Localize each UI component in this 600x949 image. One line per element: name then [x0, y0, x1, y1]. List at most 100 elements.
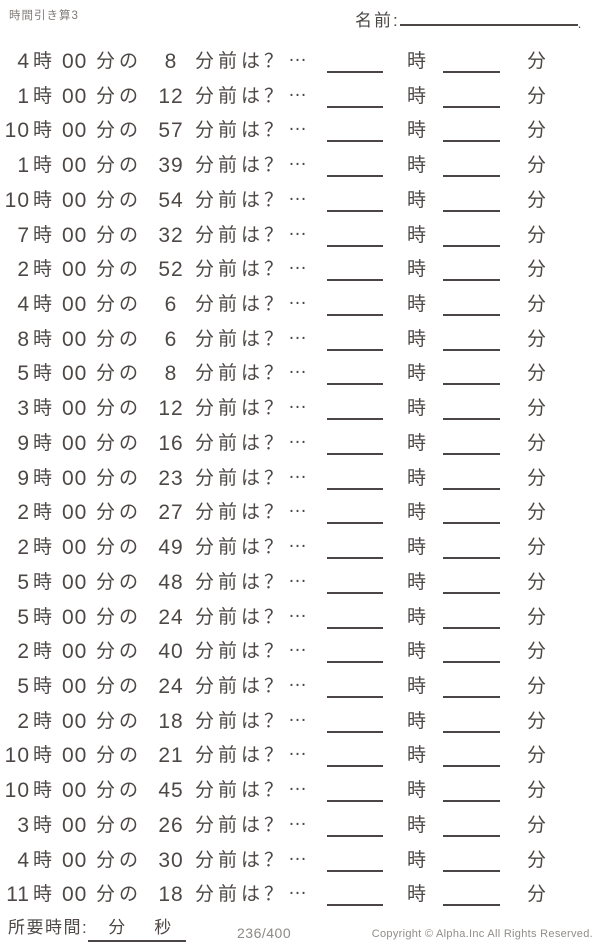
answer-minute-unit-label: 分 — [527, 85, 547, 107]
answer-hour-blank[interactable] — [327, 848, 383, 872]
answer-minute-blank[interactable] — [443, 813, 500, 837]
answer-minute-blank[interactable] — [443, 605, 500, 629]
zero-minutes-value: 00 — [62, 154, 88, 178]
answer-hour-blank[interactable] — [327, 778, 383, 803]
answer-hour-blank[interactable] — [327, 674, 383, 698]
minutes-before-value: 12 — [158, 397, 184, 421]
answer-minute-blank[interactable] — [443, 709, 500, 733]
answer-hour-blank[interactable] — [327, 223, 383, 247]
answer-hour-blank[interactable] — [327, 292, 383, 317]
answer-minute-blank[interactable] — [443, 118, 500, 143]
answer-minute-unit-label: 分 — [527, 884, 547, 906]
answer-hour-blank[interactable] — [327, 709, 383, 733]
answer-minute-blank[interactable] — [443, 778, 500, 803]
copyright-notice: Copyright © Alpha.Inc All Rights Reserve… — [371, 928, 593, 940]
answer-minute-blank[interactable] — [443, 153, 500, 178]
hour-value: 3 — [17, 397, 30, 421]
hour-value: 4 — [17, 848, 30, 872]
answer-hour-unit-label: 時 — [407, 814, 427, 836]
problem-row: 1 時 00 分の 12 分前は？ … 時 分 — [0, 80, 600, 112]
ellipsis: … — [288, 669, 307, 691]
minutes-before-question-label: 分前は？ — [195, 502, 288, 524]
answer-hour-blank[interactable] — [327, 639, 383, 664]
minutes-of-label: 分の — [96, 814, 143, 836]
answer-minute-blank[interactable] — [443, 188, 500, 212]
answer-minute-blank[interactable] — [443, 223, 500, 247]
answer-hour-blank[interactable] — [327, 361, 383, 386]
hour-value: 11 — [6, 883, 30, 907]
answer-minute-blank[interactable] — [443, 292, 500, 317]
ellipsis: … — [288, 496, 307, 518]
minutes-before-value: 48 — [158, 570, 184, 594]
answer-hour-blank[interactable] — [327, 882, 383, 907]
answer-minute-blank[interactable] — [443, 535, 500, 560]
minutes-before-value: 8 — [164, 362, 178, 386]
minutes-of-label: 分の — [96, 710, 143, 732]
answer-hour-blank[interactable] — [327, 396, 383, 421]
zero-minutes-value: 00 — [62, 883, 88, 907]
answer-minute-blank[interactable] — [443, 257, 500, 282]
zero-minutes-value: 00 — [62, 744, 88, 768]
ellipsis: … — [288, 808, 307, 830]
answer-hour-blank[interactable] — [327, 84, 383, 108]
answer-minute-blank[interactable] — [443, 466, 500, 490]
answer-minute-blank[interactable] — [443, 327, 500, 351]
minutes-before-value: 18 — [158, 883, 184, 907]
hour-value: 10 — [4, 744, 30, 768]
ellipsis: … — [288, 288, 307, 310]
answer-hour-blank[interactable] — [327, 813, 383, 837]
answer-hour-blank[interactable] — [327, 500, 383, 525]
problem-row: 9 時 00 分の 16 分前は？ … 時 分 — [0, 427, 600, 459]
minutes-before-value: 6 — [164, 327, 178, 351]
problem-row: 10 時 00 分の 45 分前は？ … 時 分 — [0, 774, 600, 806]
answer-minute-blank[interactable] — [443, 396, 500, 421]
ellipsis: … — [288, 45, 307, 66]
hour-value: 5 — [17, 674, 30, 698]
answer-minute-blank[interactable] — [443, 84, 500, 108]
answer-minute-blank[interactable] — [443, 848, 500, 872]
answer-hour-unit-label: 時 — [407, 259, 427, 281]
answer-hour-blank[interactable] — [327, 188, 383, 212]
minutes-before-value: 57 — [158, 119, 184, 143]
answer-minute-unit-label: 分 — [527, 155, 547, 177]
answer-hour-blank[interactable] — [327, 570, 383, 594]
zero-minutes-value: 00 — [62, 397, 88, 421]
elapsed-time-input-line[interactable]: 分秒 — [88, 916, 187, 942]
answer-minute-blank[interactable] — [443, 49, 500, 73]
answer-hour-blank[interactable] — [327, 153, 383, 178]
ellipsis: … — [288, 878, 307, 900]
ellipsis: … — [288, 149, 307, 171]
hour-value: 2 — [17, 640, 30, 664]
answer-minute-blank[interactable] — [443, 674, 500, 698]
answer-minute-blank[interactable] — [443, 361, 500, 386]
ellipsis: … — [288, 843, 307, 865]
answer-minute-blank[interactable] — [443, 882, 500, 907]
answer-minute-blank[interactable] — [443, 570, 500, 594]
answer-minute-blank[interactable] — [443, 639, 500, 664]
problem-row: 4 時 00 分の 8 分前は？ … 時 分 — [0, 45, 600, 77]
answer-minute-blank[interactable] — [443, 743, 500, 768]
answer-hour-blank[interactable] — [327, 431, 383, 455]
answer-hour-blank[interactable] — [327, 605, 383, 629]
answer-minute-unit-label: 分 — [527, 224, 547, 246]
answer-hour-blank[interactable] — [327, 535, 383, 560]
minutes-before-question-label: 分前は？ — [195, 710, 288, 732]
answer-minute-blank[interactable] — [443, 431, 500, 455]
answer-minute-blank[interactable] — [443, 500, 500, 525]
hour-unit-label: 時 — [33, 814, 53, 836]
answer-hour-blank[interactable] — [327, 118, 383, 143]
name-input-line[interactable] — [399, 6, 578, 26]
answer-minute-unit-label: 分 — [527, 467, 547, 489]
answer-hour-unit-label: 時 — [407, 51, 427, 72]
answer-hour-blank[interactable] — [327, 466, 383, 490]
minutes-before-question-label: 分前は？ — [195, 51, 288, 72]
answer-hour-blank[interactable] — [327, 743, 383, 768]
minutes-before-value: 23 — [158, 466, 184, 490]
hour-value: 10 — [4, 188, 30, 212]
minutes-of-label: 分の — [96, 780, 143, 802]
answer-hour-unit-label: 時 — [407, 467, 427, 489]
minutes-before-value: 24 — [158, 605, 184, 629]
answer-hour-blank[interactable] — [327, 49, 383, 73]
answer-hour-blank[interactable] — [327, 327, 383, 351]
answer-hour-blank[interactable] — [327, 257, 383, 282]
